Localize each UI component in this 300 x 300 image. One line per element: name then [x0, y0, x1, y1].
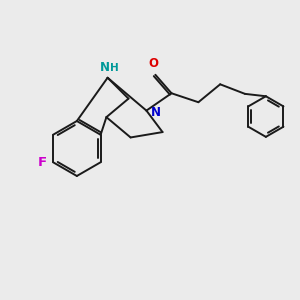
Text: N: N	[100, 61, 110, 74]
Text: O: O	[148, 57, 158, 70]
Text: H: H	[110, 63, 118, 73]
Text: F: F	[38, 156, 46, 169]
Text: N: N	[151, 106, 160, 119]
